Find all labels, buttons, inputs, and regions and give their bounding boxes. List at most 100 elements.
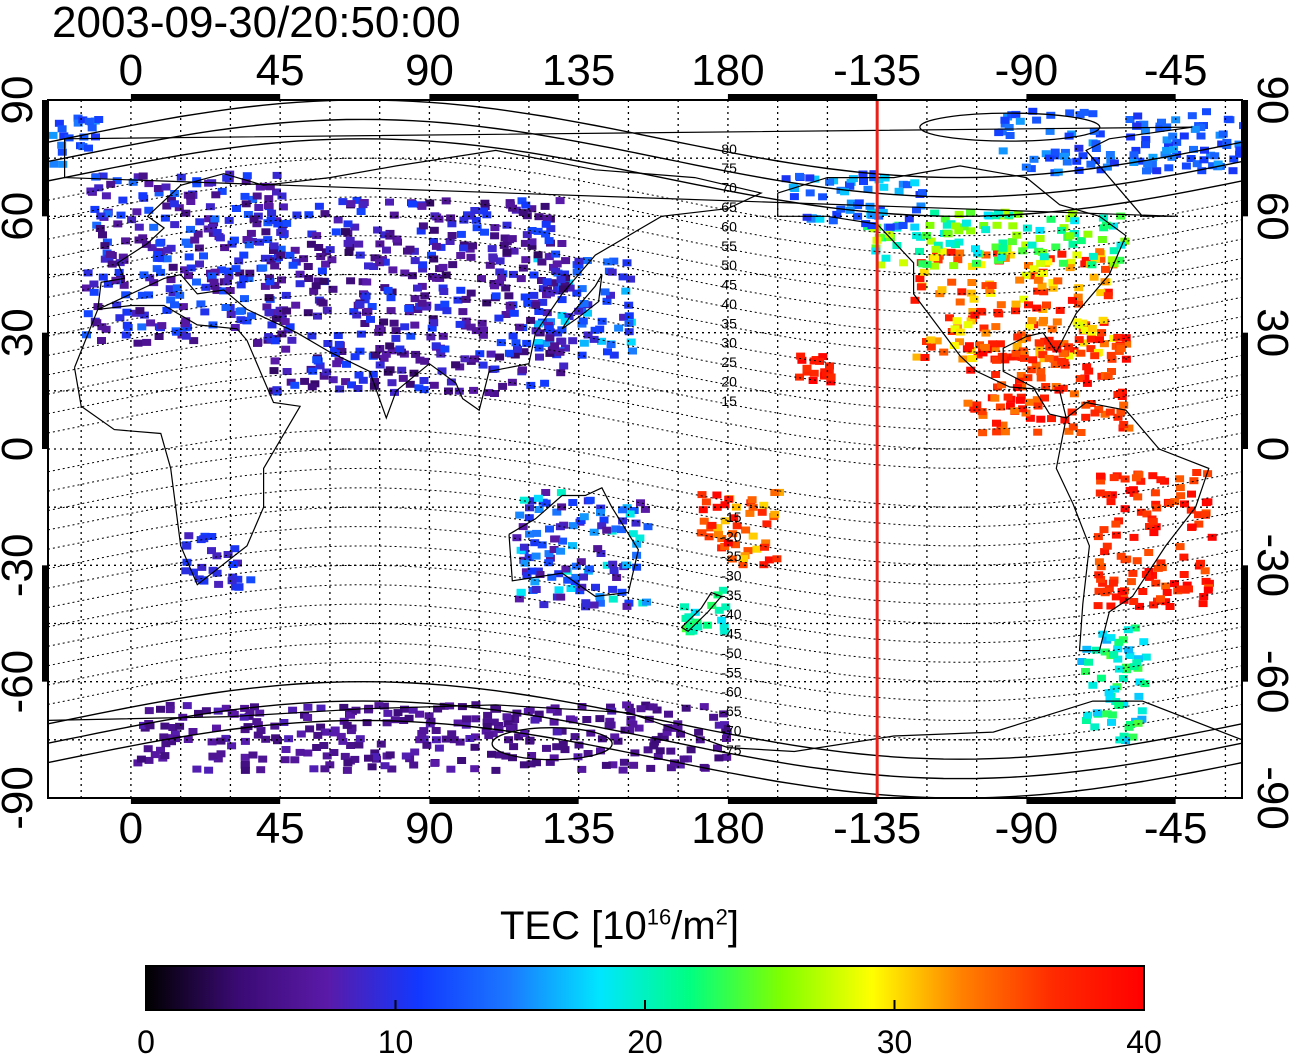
tec-cell [530,716,540,724]
tec-cell [1000,356,1010,364]
tec-cell [571,562,581,570]
tec-cell [529,291,539,299]
tec-cell [609,567,619,574]
tec-cell [351,706,361,714]
axis-labels: 0 45 90 135 180 -135 -90 -450 45 90 135 180 -135 -90-… [0,46,1292,853]
contour-label: -50 [721,645,741,661]
tec-cell [549,754,559,762]
tec-cell [128,178,138,186]
tec-cell [260,254,270,262]
tec-cell [541,230,551,238]
tec-cell [622,602,632,610]
tec-cell [643,746,653,754]
tec-cell [583,309,592,317]
tec-cell [513,345,522,353]
tec-cell [628,347,637,355]
tec-cell [724,495,734,503]
tec-cell [1088,252,1098,260]
tec-cell [360,320,370,327]
tec-cell [539,601,549,609]
tec-cell [136,755,146,763]
tec-cell [1119,700,1129,708]
tec-cell [675,761,685,769]
tec-cell [565,284,575,292]
tec-cell [155,239,165,247]
tec-cell [335,385,345,393]
tec-cell [504,349,514,357]
tec-cell [330,726,340,734]
tec-cell [926,336,936,344]
tec-cell [1068,240,1078,248]
tec-cell [446,214,456,222]
tec-cell [225,170,235,178]
tec-cell [223,278,232,286]
tec-cell [1081,413,1091,421]
tec-cell [1124,723,1134,731]
tec-cell [930,254,940,262]
tec-cell [118,196,128,204]
tec-cell [625,510,635,518]
tec-cell [707,601,717,609]
tec-cell [137,291,147,299]
tec-cell [1121,663,1131,671]
tec-cell [339,703,349,711]
tec-cell [79,133,89,141]
tec-cell [1165,500,1174,507]
tec-cell [276,251,286,259]
tec-cell [354,240,364,248]
tec-cell [214,580,224,588]
tec-cell [585,496,595,504]
tec-cell [409,761,419,769]
tec-cell [161,740,171,748]
contour-label: 75 [721,160,737,176]
tec-cell [316,704,326,712]
tec-cell [418,222,428,230]
tec-cell [846,199,856,207]
tec-cell [624,312,634,320]
tec-cell [559,362,569,370]
tec-cell [770,489,780,496]
tec-cell [334,357,344,365]
tec-cell [447,220,457,228]
tec-cell [1065,264,1075,272]
tec-cell [91,133,100,141]
tec-cell [134,223,144,231]
tec-cell [810,175,820,183]
tec-cell [510,716,520,723]
tec-cell [307,230,317,238]
tec-cell [138,172,148,180]
tec-cell [1120,475,1130,483]
tec-cell [453,296,463,304]
tec-cell [790,185,800,192]
tec-cell [343,220,353,228]
contour-label: -55 [721,664,741,680]
tec-cell [552,708,562,716]
tec-cell [466,289,476,297]
contour-label: 60 [721,218,737,234]
tec-cell [156,705,165,713]
tec-cell [533,227,543,235]
tec-cell [509,309,519,317]
tec-cell [1105,151,1115,158]
tec-cell [1039,355,1049,363]
tec-cell [73,114,83,122]
tec-cell [568,522,578,530]
tec-cell [1102,587,1112,595]
contour-label: 40 [721,296,737,312]
tec-cell [1076,429,1086,436]
tec-cell [577,703,587,710]
frame-bar [1026,798,1176,804]
colorbar-tick-label: 0 [137,1024,155,1057]
tec-cell [595,599,605,607]
tec-cell [1119,421,1129,428]
tec-cell [1011,349,1021,357]
tec-cell [1106,634,1116,642]
tec-cell [1161,598,1171,606]
tec-cell [358,201,368,209]
tec-cell [353,385,363,392]
tec-cell [78,143,88,151]
tec-cell [460,355,470,363]
contour-label: -35 [721,587,741,603]
tec-cell [270,281,280,289]
tec-cell [1095,336,1104,344]
